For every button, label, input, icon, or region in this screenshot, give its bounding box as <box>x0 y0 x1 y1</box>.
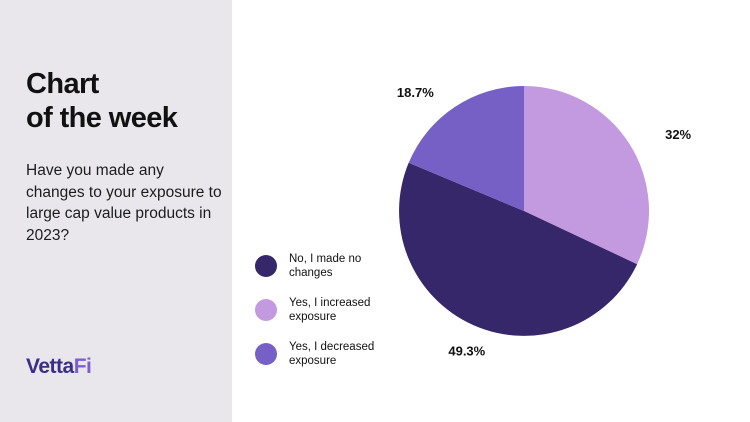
left-panel: Chart of the week Have you made any chan… <box>0 0 232 422</box>
legend-swatch <box>255 299 277 321</box>
vettafi-logo: VettaFi <box>26 355 92 379</box>
legend-label: Yes, I decreased exposure <box>289 341 375 367</box>
pie-slices <box>399 86 649 336</box>
slice-data-label: 32% <box>665 127 691 142</box>
chart-legend: No, I made no changes Yes, I increased e… <box>253 252 393 384</box>
survey-question: Have you made any changes to your exposu… <box>26 162 222 244</box>
title-line-2: of the week <box>26 102 178 134</box>
pie-slice <box>408 86 524 211</box>
legend-item-increased: Yes, I increased exposure <box>253 296 393 324</box>
legend-swatch <box>255 343 277 365</box>
pie-slice <box>399 162 638 336</box>
page-title: Chart of the week <box>26 67 178 135</box>
logo-text-fi: Fi <box>73 355 92 378</box>
pie-slice <box>524 86 649 265</box>
logo-text-vetta: Vetta <box>26 355 74 378</box>
legend-item-no-changes: No, I made no changes <box>253 252 393 280</box>
legend-label: Yes, I increased exposure <box>289 297 371 323</box>
title-line-1: Chart <box>26 68 99 100</box>
slice-data-label: 18.7% <box>397 85 434 100</box>
pie-labels: 32% 49.3% 18.7% <box>397 85 692 358</box>
slice-data-label: 49.3% <box>448 343 485 358</box>
legend-label: No, I made no changes <box>289 253 362 279</box>
legend-swatch <box>255 255 277 277</box>
legend-item-decreased: Yes, I decreased exposure <box>253 340 393 368</box>
